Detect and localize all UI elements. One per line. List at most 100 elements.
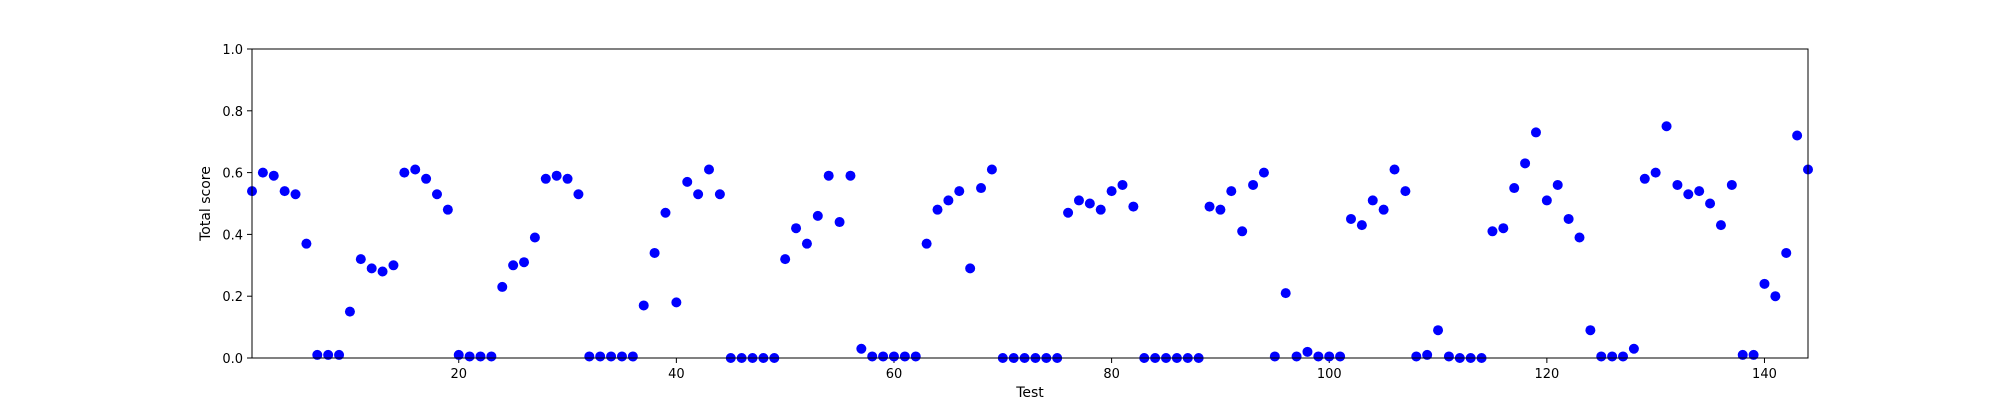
data-point xyxy=(562,173,573,184)
data-point xyxy=(1661,121,1672,132)
data-point xyxy=(1269,351,1280,362)
data-point xyxy=(682,176,693,187)
y-axis-label: Total score xyxy=(198,166,214,242)
data-point xyxy=(1095,204,1106,215)
data-point xyxy=(638,300,649,311)
data-point xyxy=(257,167,268,178)
data-point xyxy=(399,167,410,178)
x-tick-label: 40 xyxy=(668,367,685,382)
data-point xyxy=(616,351,627,362)
data-point xyxy=(1073,195,1084,206)
data-point xyxy=(921,238,932,249)
data-point xyxy=(867,351,878,362)
plot-frame xyxy=(251,48,1809,359)
data-point xyxy=(845,170,856,181)
data-point xyxy=(671,297,682,308)
ticks-layer: 20 40 60 80 100 120 140 0.0 0.2 0.4 0.6 0.8 1.0 xyxy=(222,43,1777,382)
data-point xyxy=(323,349,334,360)
data-point xyxy=(1737,349,1748,360)
data-point xyxy=(954,186,965,197)
data-point xyxy=(812,210,823,221)
data-point xyxy=(1345,213,1356,224)
data-point xyxy=(1520,158,1531,169)
data-point xyxy=(823,170,834,181)
data-point xyxy=(1672,179,1683,190)
data-point xyxy=(1628,343,1639,354)
x-tick-label: 120 xyxy=(1534,367,1559,382)
data-point xyxy=(1792,130,1803,141)
data-point xyxy=(1705,198,1716,209)
data-point xyxy=(388,260,399,271)
data-point xyxy=(1715,220,1726,231)
data-point xyxy=(791,223,802,234)
data-point xyxy=(910,351,921,362)
data-point xyxy=(1128,201,1139,212)
x-axis-label: Test xyxy=(1015,385,1044,400)
data-point xyxy=(540,173,551,184)
data-point xyxy=(1367,195,1378,206)
data-point xyxy=(943,195,954,206)
data-point xyxy=(1226,186,1237,197)
data-point xyxy=(1650,167,1661,178)
data-point xyxy=(1770,291,1781,302)
data-point xyxy=(453,349,464,360)
data-point xyxy=(1596,351,1607,362)
data-point xyxy=(1215,204,1226,215)
data-point xyxy=(1313,351,1324,362)
data-point xyxy=(551,170,562,181)
data-point xyxy=(497,281,508,292)
data-point xyxy=(888,351,899,362)
points-layer xyxy=(247,121,1813,363)
data-point xyxy=(1781,247,1792,258)
data-point xyxy=(986,164,997,175)
x-tick-label: 140 xyxy=(1752,367,1777,382)
x-tick-label: 100 xyxy=(1317,367,1342,382)
data-point xyxy=(486,351,497,362)
data-point xyxy=(834,217,845,228)
y-tick-label: 0.0 xyxy=(222,352,243,367)
data-point xyxy=(1552,179,1563,190)
data-point xyxy=(899,351,910,362)
y-tick-label: 0.4 xyxy=(222,228,243,243)
data-point xyxy=(801,238,812,249)
data-point xyxy=(649,247,660,258)
data-point xyxy=(606,351,617,362)
data-point xyxy=(976,183,987,194)
data-point xyxy=(442,204,453,215)
data-point xyxy=(1237,226,1248,237)
data-point xyxy=(1574,232,1585,243)
data-point xyxy=(1335,351,1346,362)
data-point xyxy=(1204,201,1215,212)
data-point xyxy=(312,349,323,360)
data-point xyxy=(780,254,791,265)
data-point xyxy=(508,260,519,271)
data-point xyxy=(1389,164,1400,175)
y-tick-label: 1.0 xyxy=(222,43,243,58)
data-point xyxy=(1748,349,1759,360)
data-point xyxy=(464,351,475,362)
data-point xyxy=(1585,325,1596,336)
data-point xyxy=(1356,220,1367,231)
data-point xyxy=(1498,223,1509,234)
data-point xyxy=(1509,183,1520,194)
data-point xyxy=(290,189,301,200)
data-point xyxy=(1258,167,1269,178)
data-point xyxy=(965,263,976,274)
data-point xyxy=(714,189,725,200)
data-point xyxy=(693,189,704,200)
data-point xyxy=(627,351,638,362)
data-point xyxy=(1639,173,1650,184)
data-point xyxy=(366,263,377,274)
data-point xyxy=(475,351,486,362)
data-point xyxy=(932,204,943,215)
data-point xyxy=(878,351,889,362)
data-point xyxy=(1324,351,1335,362)
data-point xyxy=(1302,346,1313,357)
data-point xyxy=(1563,213,1574,224)
data-point xyxy=(1607,351,1618,362)
data-point xyxy=(1400,186,1411,197)
data-point xyxy=(519,257,530,268)
data-point xyxy=(1443,351,1454,362)
data-point xyxy=(660,207,671,218)
data-point xyxy=(1487,226,1498,237)
